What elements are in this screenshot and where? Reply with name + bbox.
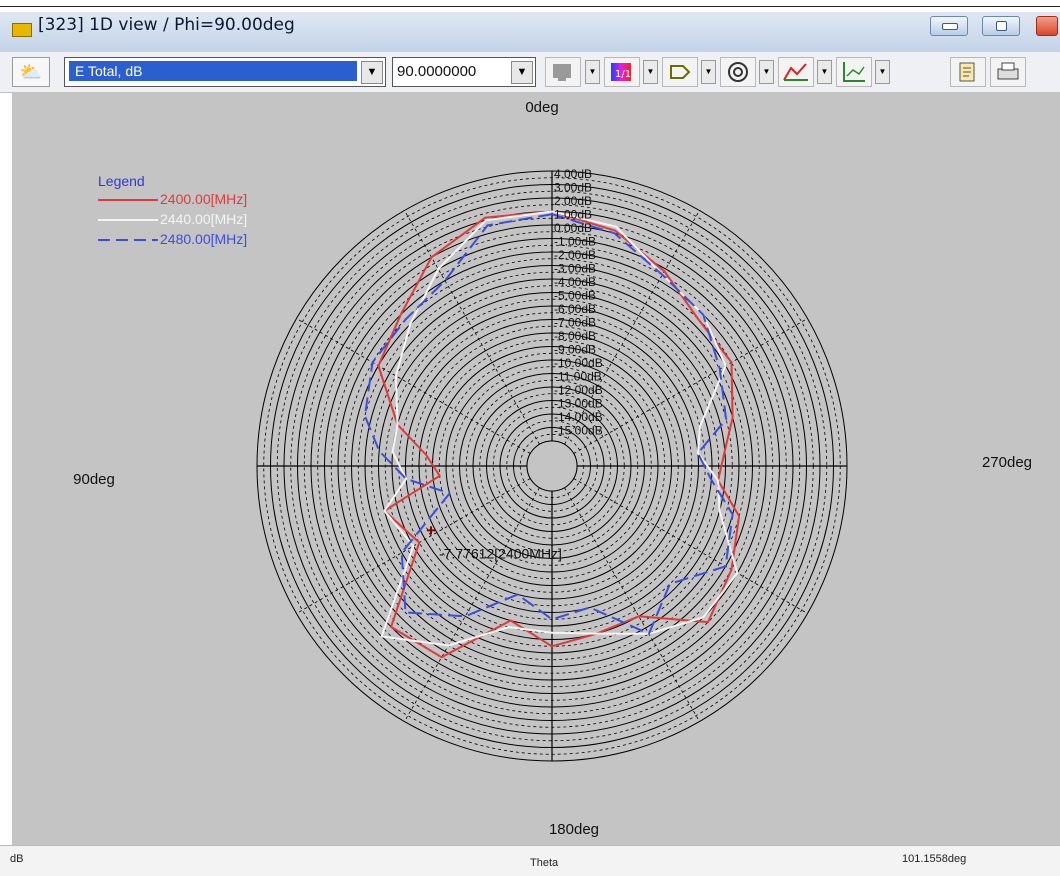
phi-select[interactable]: 90.0000000 ▼ bbox=[392, 57, 536, 87]
color-dropdown-icon[interactable]: ▼ bbox=[585, 60, 600, 84]
radial-tick-label: -7.00dB bbox=[554, 316, 596, 330]
series-line-3 bbox=[363, 213, 734, 635]
marker-label: -7.77612[2400MHz] bbox=[439, 545, 562, 561]
phi-value: 90.0000000 bbox=[397, 63, 477, 80]
radial-tick-label: -6.00dB bbox=[554, 302, 596, 316]
window-title: [323] 1D view / Phi=90.00deg bbox=[38, 15, 295, 35]
radial-tick-label: 0.00dB bbox=[554, 221, 592, 235]
legend-entry: 2400.00[MHz] bbox=[160, 191, 247, 207]
radial-tick-label: -4.00dB bbox=[554, 275, 596, 289]
copy-icon[interactable] bbox=[950, 57, 986, 87]
angular-spoke bbox=[564, 487, 700, 722]
radial-tick-label: -8.00dB bbox=[554, 329, 596, 343]
export-dropdown-icon[interactable]: ▼ bbox=[701, 60, 716, 84]
radial-tick-label: -12.00dB bbox=[554, 383, 603, 397]
circle-dropdown-icon[interactable]: ▼ bbox=[759, 60, 774, 84]
export-icon[interactable] bbox=[662, 57, 698, 87]
status-bar: dB Theta 101.1558deg bbox=[0, 845, 1060, 876]
legend-entry: 2480.00[MHz] bbox=[160, 231, 247, 247]
quantity-value: E Total, dB bbox=[69, 61, 357, 81]
radial-tick-label: -10.00dB bbox=[554, 356, 603, 370]
color-icon[interactable] bbox=[545, 57, 581, 87]
status-axis-name: Theta bbox=[530, 857, 559, 869]
angle-label-bottom: 180deg bbox=[549, 821, 599, 838]
radial-tick-label: 3.00dB bbox=[554, 181, 592, 195]
angular-spoke bbox=[404, 210, 540, 445]
curve-dropdown-icon[interactable]: ▼ bbox=[817, 60, 832, 84]
minimize-button[interactable] bbox=[930, 16, 968, 36]
radial-tick-label: -14.00dB bbox=[554, 410, 603, 424]
legend-title: Legend bbox=[98, 173, 145, 189]
axis-icon[interactable] bbox=[836, 57, 872, 87]
radial-tick-label: -11.00dB bbox=[554, 370, 602, 384]
polar-chart: 4.00dB3.00dB2.00dB1.00dB0.00dB-1.00dB-2.… bbox=[73, 99, 1032, 838]
series-layer bbox=[363, 210, 741, 659]
label-layer: 4.00dB3.00dB2.00dB1.00dB0.00dB-1.00dB-2.… bbox=[73, 99, 1032, 838]
svg-text:1/1: 1/1 bbox=[615, 69, 631, 80]
radial-tick-label: -2.00dB bbox=[554, 248, 596, 262]
radial-tick-label: -5.00dB bbox=[554, 289, 596, 303]
angular-spoke bbox=[573, 478, 808, 614]
axis-layer bbox=[256, 170, 848, 762]
axis-dropdown-icon[interactable]: ▼ bbox=[875, 60, 890, 84]
title-bar bbox=[0, 12, 1060, 52]
angle-label-top: 0deg bbox=[525, 99, 558, 116]
plot-area: 4.00dB 3.00dB 2.00dB 1.00dB 0.00dB -1.00dB -2.… bbox=[12, 92, 1060, 845]
radial-tick-label: 1.00dB bbox=[554, 208, 592, 222]
chevron-down-icon[interactable]: ▼ bbox=[361, 61, 383, 84]
app-icon bbox=[12, 23, 32, 37]
series-line-2 bbox=[380, 210, 739, 647]
radial-tick-label: -13.00dB bbox=[554, 397, 603, 411]
radial-tick-label: 2.00dB bbox=[554, 194, 592, 208]
angle-label-right: 270deg bbox=[982, 454, 1032, 471]
print-icon[interactable] bbox=[990, 57, 1026, 87]
view-icon[interactable]: ⛅ bbox=[12, 57, 50, 87]
legend-entry: 2440.00[MHz] bbox=[160, 211, 247, 227]
marker-cross bbox=[426, 526, 435, 535]
circle-icon[interactable] bbox=[720, 57, 756, 87]
center-disk bbox=[526, 440, 578, 492]
radial-tick-label: -1.00dB bbox=[554, 235, 596, 249]
chevron-down-icon[interactable]: ▼ bbox=[511, 61, 533, 84]
status-unit: dB bbox=[10, 853, 24, 865]
angular-spoke bbox=[296, 318, 531, 454]
radial-tick-label: 4.00dB bbox=[554, 167, 592, 181]
status-angle: 101.1558deg bbox=[902, 853, 967, 865]
palette-dropdown-icon[interactable]: ▼ bbox=[643, 60, 658, 84]
angular-spoke bbox=[573, 318, 808, 454]
angle-label-left: 90deg bbox=[73, 471, 115, 488]
restore-button[interactable] bbox=[982, 16, 1020, 36]
curve-icon[interactable] bbox=[778, 57, 814, 87]
angular-spoke bbox=[404, 487, 540, 722]
quantity-select[interactable]: E Total, dB ▼ bbox=[64, 57, 386, 87]
radial-tick-label: -3.00dB bbox=[554, 262, 596, 276]
close-button[interactable] bbox=[1036, 16, 1058, 36]
radial-tick-label: -9.00dB bbox=[554, 343, 596, 357]
angular-spoke bbox=[564, 210, 700, 445]
radial-tick-label: -15.00dB bbox=[554, 424, 603, 438]
series-line-1 bbox=[377, 210, 741, 659]
palette-icon[interactable]: 1/1 bbox=[604, 57, 640, 87]
